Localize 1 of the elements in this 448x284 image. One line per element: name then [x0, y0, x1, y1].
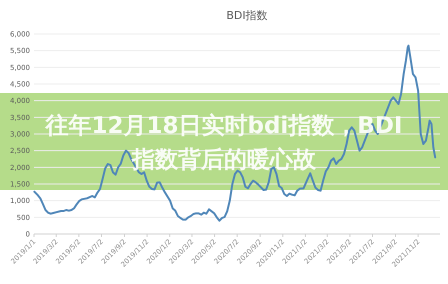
- title: BDI指数: [226, 9, 268, 22]
